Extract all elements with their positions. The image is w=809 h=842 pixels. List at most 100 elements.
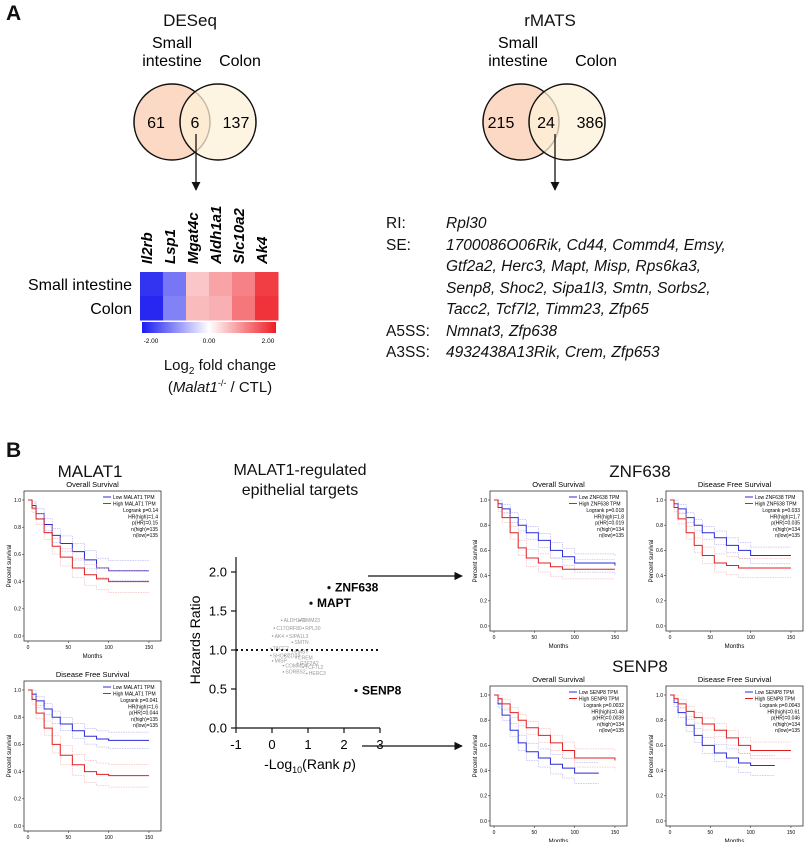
km-ci-line — [494, 499, 615, 560]
km-ci-line — [28, 499, 149, 571]
km-ylabel: Percent survival — [473, 540, 479, 583]
heatmap-cell — [140, 296, 164, 321]
heatmap-row-label: Small intestine — [28, 277, 132, 294]
km-stat: n(high)=135 — [131, 527, 158, 533]
km-ci-line — [670, 694, 775, 776]
km-legend-label: Low SENP8 TPM — [755, 690, 794, 696]
km-stat: p(HR)=0.15 — [132, 521, 158, 527]
scatter-xlabel: -Log10(Rank p) — [264, 756, 356, 775]
heatmap-legend-line1: Log2 fold change — [140, 357, 300, 377]
km-ci-line — [670, 694, 791, 760]
km-ci-line — [670, 499, 791, 559]
heatmap-gene-label: Ak4 — [254, 236, 271, 265]
km-stat: HR(high)=0.61 — [767, 709, 800, 715]
km-ytick-label: 0.6 — [14, 742, 21, 748]
km-stat: HR(high)=1.6 — [128, 704, 158, 710]
point-label: HERC3 — [309, 671, 326, 677]
km-xtick-label: 150 — [611, 830, 620, 836]
km-xtick-label: 50 — [66, 645, 72, 651]
km-plot: Disease Free Survival 0.0 0.2 0.4 0.6 0.8 1.0 0… — [649, 480, 804, 650]
km-xlabel: Months — [549, 644, 569, 650]
heatmap-row-label: Colon — [90, 301, 132, 318]
km-ci-line — [670, 694, 791, 743]
legend-log-prefix: Log — [163, 357, 189, 374]
point-label: CREM — [298, 656, 313, 662]
heatmap-gene-label: Il2rb — [139, 232, 156, 264]
heatmap-cell — [255, 296, 279, 321]
km-title: Overall Survival — [532, 675, 585, 684]
km-xtick-label: 150 — [787, 635, 796, 641]
venn-circle-colon — [528, 83, 606, 161]
splice-genes: Tacc2, Tcf7l2, Timm23, Zfp65 — [446, 301, 649, 318]
km-ylabel: Percent survival — [473, 735, 479, 778]
km-stat: p(HR)=0.035 — [771, 521, 800, 527]
km-ytick-label: 0.4 — [656, 768, 663, 774]
km-stat: n(high)=134 — [773, 527, 800, 533]
km-xlabel: Months — [725, 644, 745, 650]
km-ytick-label: 0.4 — [480, 573, 487, 579]
xlabel-sub: 10 — [292, 765, 302, 775]
km-ytick-label: 0.0 — [656, 624, 663, 630]
km-xtick-label: 150 — [145, 835, 154, 841]
km-title: Disease Free Survival — [56, 670, 130, 679]
km-ytick-label: 1.0 — [656, 498, 663, 504]
point-label: EMSY — [294, 649, 309, 655]
km-xtick-label: 100 — [746, 635, 755, 641]
splice-genes: 4932438A13Rik, Crem, Zfp653 — [446, 344, 660, 361]
center-title-line1: MALAT1-regulated — [233, 462, 367, 479]
deseq-venn: Small intestine Colon 61 6 137 — [133, 35, 261, 191]
heatmap-cell — [209, 272, 233, 297]
heatmap-cell — [232, 272, 256, 297]
malat1-title: MALAT1 — [57, 462, 123, 481]
km-stat: Logrank p=0.14 — [123, 508, 158, 514]
point-mapt — [309, 601, 313, 605]
legend-log-sub: 2 — [188, 366, 195, 377]
km-stat: n(low)=135 — [133, 533, 158, 539]
km-ylabel: Percent survival — [7, 545, 13, 588]
xlabel-italic: p — [342, 756, 351, 772]
km-ytick-label: 0.8 — [656, 718, 663, 724]
km-ytick-label: 0.2 — [14, 797, 21, 803]
heatmap-cell — [232, 296, 256, 321]
heatmap-cells — [140, 272, 279, 321]
point-crem — [295, 657, 297, 659]
heatmap-cell — [209, 296, 233, 321]
legend-log-suffix: fold change — [194, 357, 277, 374]
km-plot: Overall Survival 0.0 0.2 0.4 0.6 0.8 1.0 0 50 100… — [7, 480, 162, 660]
splice-genes: Nmnat3, Zfp638 — [446, 322, 558, 340]
venn-only-right: 386 — [577, 115, 604, 132]
km-xtick-label: 100 — [104, 835, 113, 841]
km-stat: n(low)=135 — [599, 728, 624, 734]
km-xtick-label: 0 — [669, 830, 672, 836]
venn-left-label-1: Small — [498, 35, 538, 52]
venn-only-left: 61 — [147, 115, 165, 132]
km-ytick-label: 0.2 — [480, 794, 487, 800]
point-cd44 — [284, 654, 287, 657]
km-ylabel: Percent survival — [649, 735, 655, 778]
km-ytick-label: 1.0 — [14, 688, 21, 694]
km-legend-label: Low SENP8 TPM — [579, 690, 618, 696]
km-frame — [665, 685, 804, 827]
km-ytick-label: 0.6 — [14, 552, 21, 558]
point-label: SORBS2 — [285, 670, 306, 676]
point-label: TACC2 — [273, 646, 289, 652]
venn-left-label-2: intestine — [488, 53, 548, 70]
legend-open: ( — [167, 379, 173, 396]
km-ci-line — [494, 499, 616, 575]
scatter-ticks: -1 0 1 2 3 0.0 0.5 1.0 1.5 2.0 — [209, 565, 384, 753]
km-xtick-label: 150 — [787, 830, 796, 836]
km-xtick-label: 0 — [27, 835, 30, 841]
point-znf638 — [327, 586, 331, 590]
km-stat: Logrank p=0.018 — [586, 508, 624, 514]
heatmap: Il2rb Lsp1 Mgat4c Aldh1a1 Slc10a2 Ak4 Sm… — [28, 206, 279, 345]
scatter-ylabel: Hazards Ratio — [187, 595, 203, 684]
heatmap-cell — [163, 296, 187, 321]
km-xtick-label: 0 — [27, 645, 30, 651]
km-ytick-label: 0.2 — [480, 599, 487, 605]
km-legend-label: High MALAT1 TPM — [113, 691, 156, 697]
km-stat: n(low)=135 — [599, 533, 624, 539]
km-title: Disease Free Survival — [698, 480, 772, 489]
center-title-line2: epithelial targets — [241, 482, 359, 499]
venn-only-left: 215 — [488, 115, 515, 132]
